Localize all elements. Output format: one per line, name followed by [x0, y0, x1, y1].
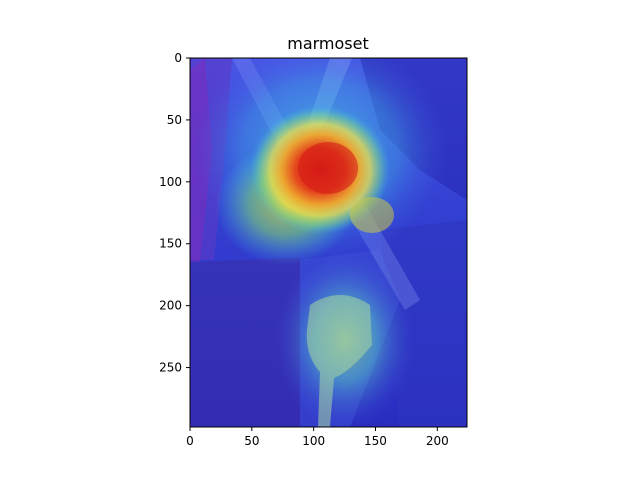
x-axis: 0 50 100 150 200	[186, 427, 449, 448]
heatmap-image	[190, 58, 467, 427]
y-tick-label: 200	[159, 299, 182, 313]
x-tick-label: 50	[244, 434, 259, 448]
x-tick-label: 100	[302, 434, 325, 448]
x-tick-label: 0	[186, 434, 194, 448]
chart-title: marmoset	[287, 34, 369, 53]
x-tick-label: 200	[426, 434, 449, 448]
y-tick-label: 50	[167, 113, 182, 127]
y-axis: 0 50 100 150 200 250	[159, 51, 190, 375]
y-tick-label: 100	[159, 175, 182, 189]
y-tick-label: 150	[159, 237, 182, 251]
y-tick-label: 250	[159, 361, 182, 375]
y-tick-label: 0	[174, 51, 182, 65]
plot-frame	[189, 57, 468, 428]
x-tick-label: 150	[364, 434, 387, 448]
